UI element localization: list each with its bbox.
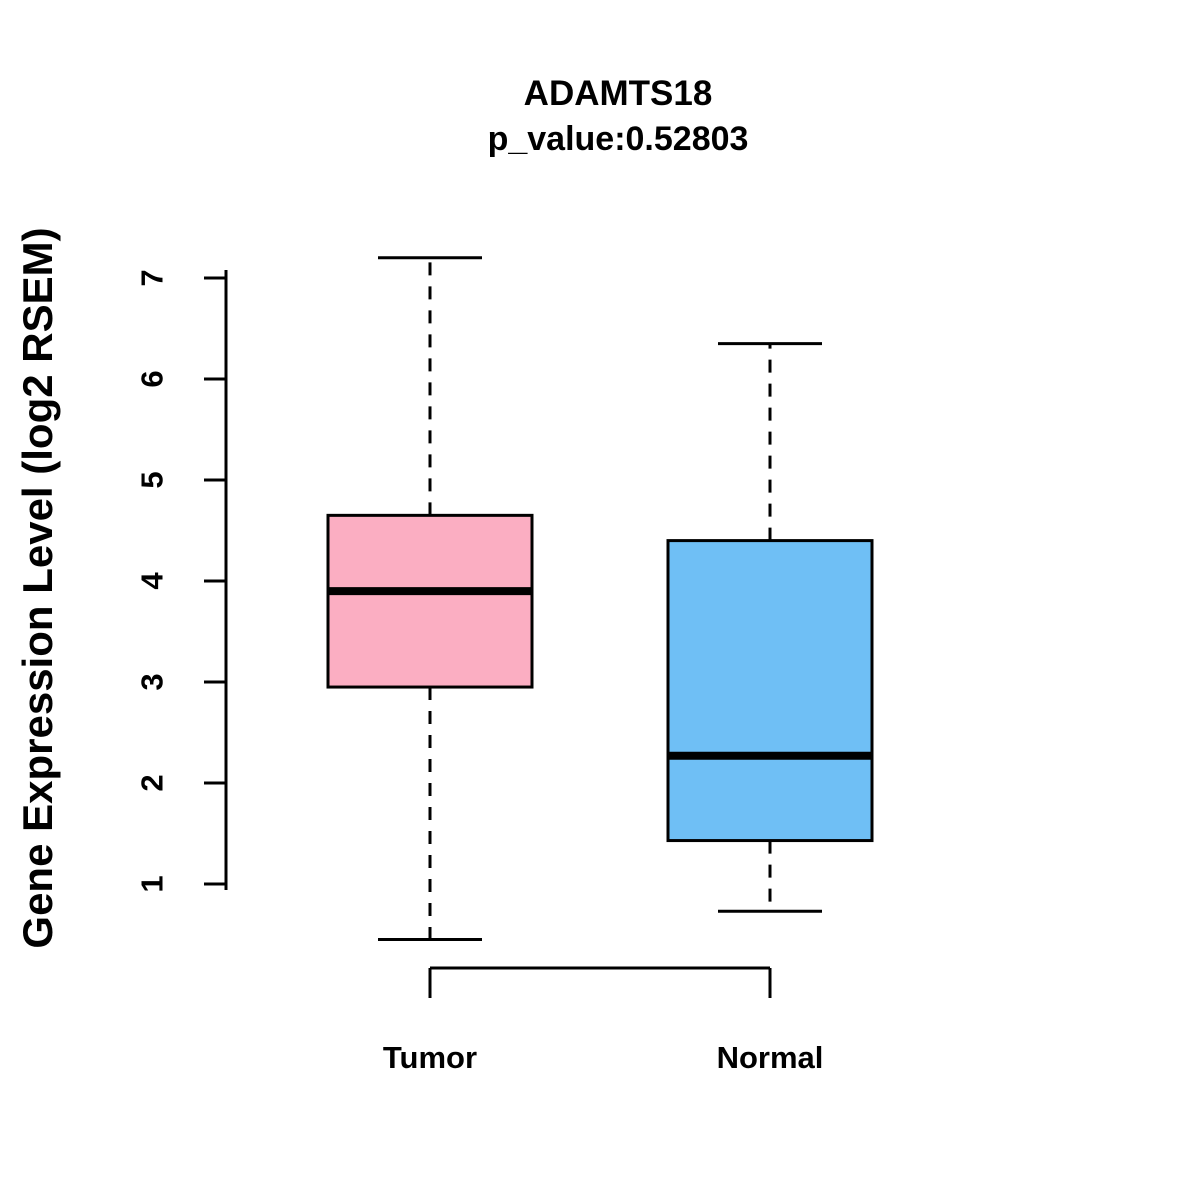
y-tick-label: 7 xyxy=(135,269,170,286)
x-category-label-normal: Normal xyxy=(716,1040,824,1075)
chart-title: ADAMTS18 xyxy=(523,74,713,113)
iqr-box-tumor xyxy=(326,513,534,689)
y-tick-label: 2 xyxy=(135,774,170,791)
y-tick-label: 3 xyxy=(135,673,170,690)
y-tick-label: 4 xyxy=(135,572,170,590)
chart-pvalue-subtitle: p_value:0.52803 xyxy=(487,120,749,158)
y-tick-label: 6 xyxy=(135,370,170,387)
x-category-label-tumor: Tumor xyxy=(382,1040,478,1075)
y-tick-label: 1 xyxy=(135,875,170,892)
iqr-box-normal xyxy=(666,539,874,843)
y-tick-label: 5 xyxy=(135,471,170,488)
